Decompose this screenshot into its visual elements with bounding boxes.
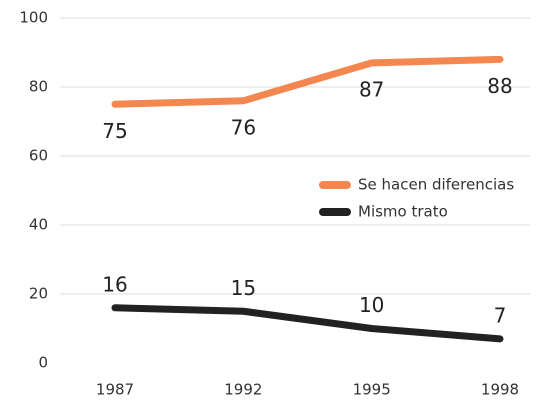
y-tick-label: 20 [29,285,48,303]
x-tick-label: 1987 [96,381,134,399]
data-label: 87 [359,77,384,101]
legend-label: Mismo trato [358,203,448,221]
x-tick-label: 1992 [224,381,262,399]
y-tick-label: 60 [29,147,48,165]
x-tick-label: 1998 [481,381,519,399]
x-tick-label: 1995 [353,381,391,399]
data-label: 7 [494,303,507,327]
data-label: 10 [359,293,384,317]
legend-label: Se hacen diferencias [358,176,514,194]
data-label: 75 [102,119,127,143]
data-label: 88 [487,74,512,98]
data-label: 16 [102,272,127,296]
series-line [111,304,504,343]
y-tick-label: 0 [38,354,48,372]
series-line [111,55,504,108]
data-label: 15 [231,276,256,300]
y-tick-label: 80 [29,78,48,96]
data-label: 76 [231,115,256,139]
y-tick-label: 100 [19,9,48,27]
y-tick-label: 40 [29,216,48,234]
